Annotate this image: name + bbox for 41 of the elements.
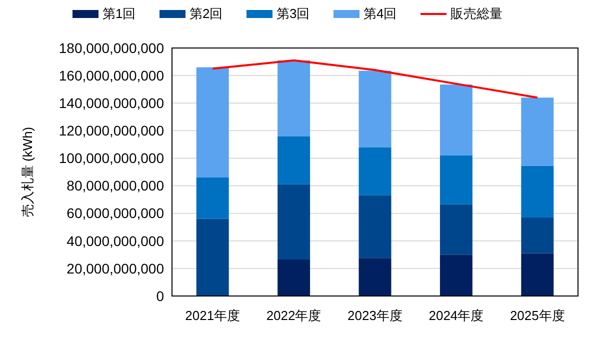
bar — [440, 84, 472, 156]
bar — [278, 259, 310, 296]
bar — [358, 195, 392, 258]
y-tick-label: 140,000,000,000 — [58, 95, 164, 112]
x-tick-label: 2024年度 — [428, 308, 484, 323]
bar — [440, 204, 472, 255]
legend-label: 販売総量 — [450, 6, 502, 21]
y-tick-label: 160,000,000,000 — [58, 67, 164, 84]
y-tick-label: 0 — [156, 288, 164, 304]
y-tick-label: 20,000,000,000 — [66, 260, 164, 276]
y-tick-label: 80,000,000,000 — [66, 178, 164, 194]
x-tick-label: 2022年度 — [266, 308, 322, 323]
y-axis-title: 売入札量 (kWh) — [20, 126, 35, 218]
y-tick-label: 180,000,000,000 — [58, 40, 164, 56]
legend-label: 第2回 — [190, 6, 223, 21]
x-tick-label: 2021年度 — [185, 308, 240, 323]
bar — [278, 184, 310, 260]
bar — [521, 98, 554, 166]
bar — [521, 253, 554, 296]
bar — [196, 218, 229, 296]
x-tick-label: 2023年度 — [348, 308, 402, 323]
bar — [358, 147, 392, 196]
y-tick-label: 60,000,000,000 — [66, 205, 164, 222]
bar — [278, 60, 310, 136]
bar — [440, 155, 472, 204]
line-series — [212, 59, 538, 99]
bar — [196, 178, 229, 219]
legend-label: 第3回 — [276, 6, 310, 21]
y-tick-label: 100,000,000,000 — [58, 150, 164, 166]
bar — [358, 70, 392, 148]
y-tick-label: 120,000,000,000 — [58, 122, 164, 139]
bar — [196, 67, 229, 178]
legend-label: 第1回 — [102, 6, 136, 21]
bar — [440, 254, 472, 296]
bar — [521, 217, 554, 254]
bar — [278, 136, 310, 184]
bar — [521, 166, 554, 218]
legend-label: 第4回 — [364, 6, 397, 21]
bar — [358, 258, 392, 296]
y-tick-label: 40,000,000,000 — [66, 232, 164, 249]
x-tick-label: 2025年度 — [510, 308, 565, 323]
